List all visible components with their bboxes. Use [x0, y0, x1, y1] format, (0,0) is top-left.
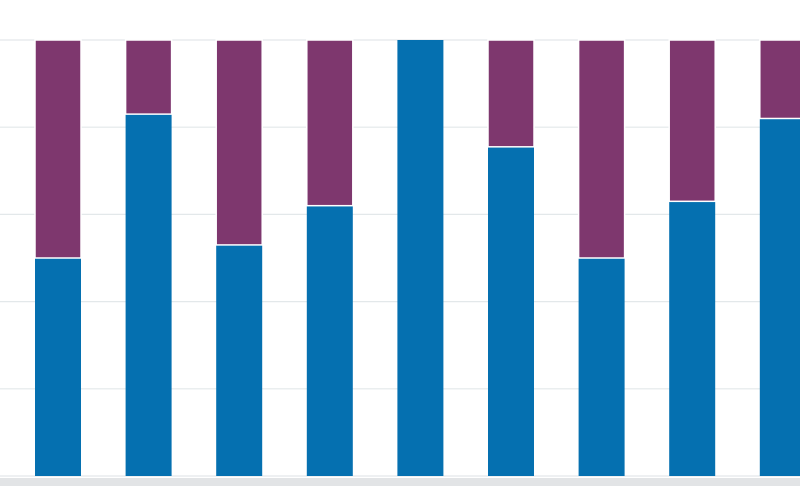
bar-segment-s0-6	[578, 258, 625, 476]
bar-segment-s0-4	[397, 40, 444, 476]
bar-segment-s1-5	[487, 39, 535, 148]
bar-segment-s0-2	[216, 244, 263, 476]
bar-segment-s0-0	[35, 258, 81, 476]
bar-segment-s0-8	[759, 118, 800, 476]
bar-segment-s1-6	[577, 39, 626, 259]
bar-segment-s1-3	[306, 39, 354, 207]
bar-segment-s0-5	[488, 146, 534, 476]
bar-segment-s1-0	[34, 39, 82, 259]
bar-segment-s0-3	[306, 205, 353, 476]
bar-segment-s1-7	[668, 39, 716, 203]
bar-segment-s0-1	[125, 114, 172, 477]
x-axis-band	[0, 478, 800, 486]
bar-segment-s1-1	[124, 39, 173, 115]
bar-segment-s1-2	[215, 39, 263, 246]
bar-segment-s0-7	[669, 201, 716, 476]
bar-segment-s1-8	[759, 39, 800, 120]
